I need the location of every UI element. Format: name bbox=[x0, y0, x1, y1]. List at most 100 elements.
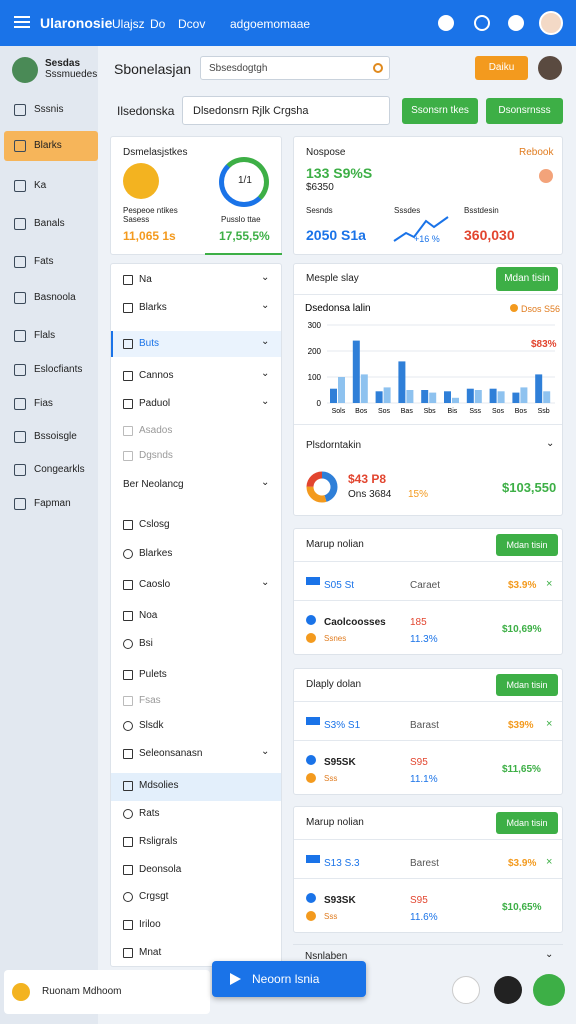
menu-icon bbox=[14, 180, 26, 192]
play-icon bbox=[230, 973, 241, 985]
header-button[interactable]: Daiku bbox=[475, 56, 528, 80]
list-item[interactable]: Fsas bbox=[139, 695, 161, 706]
donut-sub: Ons 3684 bbox=[348, 489, 392, 500]
avatar[interactable] bbox=[538, 56, 562, 80]
chevron[interactable]: ⌄ bbox=[261, 300, 270, 311]
avatar[interactable] bbox=[539, 11, 563, 35]
section-title: Plsdorntakin bbox=[306, 440, 362, 451]
fab[interactable] bbox=[494, 976, 522, 1004]
search[interactable]: Sbsesdogtgh bbox=[200, 56, 390, 80]
nav-link[interactable]: Ulajsz bbox=[112, 17, 145, 31]
ring-icon bbox=[219, 157, 269, 207]
panel-title: Marup nolian bbox=[306, 539, 364, 550]
cell: Sss bbox=[324, 912, 338, 921]
list-item[interactable]: Asados bbox=[139, 425, 173, 436]
panel-button[interactable]: Mdan tisin bbox=[496, 267, 558, 291]
nav-link[interactable]: Do bbox=[150, 17, 166, 31]
close[interactable]: × bbox=[546, 718, 553, 730]
menu-icon bbox=[14, 498, 26, 510]
list-item[interactable]: Mdsolies bbox=[139, 780, 179, 791]
menu-item[interactable]: Blarks bbox=[34, 140, 62, 151]
list-item[interactable]: Paduol bbox=[139, 398, 171, 409]
list-item[interactable]: Dgsnds bbox=[139, 450, 173, 461]
icon[interactable] bbox=[474, 15, 490, 31]
cell: Sss bbox=[324, 774, 338, 783]
menu-item[interactable]: Banals bbox=[34, 218, 65, 229]
list-item[interactable]: Noa bbox=[139, 610, 158, 621]
menu-item[interactable]: Flals bbox=[34, 330, 56, 341]
item-icon bbox=[123, 948, 133, 958]
menu-icon[interactable] bbox=[14, 16, 30, 18]
list-item[interactable]: Rats bbox=[139, 808, 160, 819]
link[interactable]: Rebook bbox=[519, 147, 554, 158]
list-item[interactable]: Rsligrals bbox=[139, 836, 178, 847]
donut-segment bbox=[306, 471, 338, 503]
chevron[interactable]: ⌄ bbox=[261, 272, 270, 283]
chevron[interactable]: ⌄ bbox=[261, 396, 270, 407]
icon[interactable] bbox=[438, 15, 454, 31]
list-item[interactable]: Seleonsanasn bbox=[139, 748, 203, 759]
panel-button[interactable]: Mdan tisin bbox=[496, 674, 558, 696]
fab[interactable] bbox=[533, 974, 565, 1006]
x-tick-label: Ssb bbox=[538, 408, 550, 415]
menu-item[interactable]: Eslocfiants bbox=[34, 364, 83, 375]
list-item[interactable]: Ber Neolancg bbox=[123, 479, 184, 490]
chevron[interactable]: ⌄ bbox=[261, 577, 270, 588]
menu-item[interactable]: Fats bbox=[34, 256, 54, 267]
chevron[interactable]: ⌄ bbox=[261, 368, 270, 379]
cta-button[interactable]: Neoorn lsnia bbox=[212, 961, 366, 997]
y-tick-label: 300 bbox=[308, 321, 322, 330]
badge: $83% bbox=[531, 339, 557, 350]
menu-item[interactable]: Basnoola bbox=[34, 292, 76, 303]
cell: Barast bbox=[410, 720, 439, 731]
menu-item[interactable]: Fapman bbox=[34, 498, 71, 509]
chevron[interactable]: ⌄ bbox=[261, 746, 270, 757]
chevron[interactable]: ⌄ bbox=[261, 477, 270, 488]
row-icon bbox=[306, 755, 316, 765]
sub-value: $6350 bbox=[306, 182, 334, 193]
nav-link[interactable]: Dcov bbox=[178, 17, 206, 31]
list-item[interactable]: Cannos bbox=[139, 370, 174, 381]
menu-item[interactable]: Fias bbox=[34, 398, 53, 409]
chevron[interactable]: ⌄ bbox=[545, 949, 554, 960]
list-item[interactable]: Cslosg bbox=[139, 519, 170, 530]
list-item[interactable]: Pulets bbox=[139, 669, 167, 680]
item-icon bbox=[123, 580, 133, 590]
list-item[interactable]: Crgsgt bbox=[139, 891, 169, 902]
close[interactable]: × bbox=[546, 856, 553, 868]
list-item[interactable]: Blarkes bbox=[139, 548, 173, 559]
chevron[interactable]: ⌄ bbox=[546, 438, 555, 449]
menu-item[interactable]: Sssnis bbox=[34, 104, 64, 115]
filter-input[interactable]: Dlsedonsrn Rjlk Crgsha bbox=[182, 96, 390, 125]
menu-item[interactable]: Bssoisgle bbox=[34, 431, 77, 442]
menu-item[interactable]: Congearkls bbox=[34, 464, 85, 475]
nav-link[interactable]: adgoemomaae bbox=[230, 17, 311, 31]
panel-button[interactable]: Mdan tisin bbox=[496, 534, 558, 556]
menu-item[interactable]: Ka bbox=[34, 180, 47, 191]
list-item[interactable]: Blarks bbox=[139, 302, 167, 313]
list-item[interactable]: Caoslo bbox=[139, 579, 171, 590]
bar bbox=[497, 391, 505, 403]
y-tick-label: 200 bbox=[308, 347, 322, 356]
item-icon bbox=[123, 611, 133, 621]
filter-button[interactable]: Dsonsrnsss bbox=[486, 98, 563, 124]
fab[interactable] bbox=[452, 976, 480, 1004]
chevron[interactable]: ⌄ bbox=[261, 336, 270, 347]
list-item[interactable]: Iriloo bbox=[139, 919, 161, 930]
close[interactable]: × bbox=[546, 578, 553, 590]
panel-button[interactable]: Mdan tisin bbox=[496, 812, 558, 834]
icon bbox=[123, 163, 159, 199]
list-item[interactable]: Na bbox=[139, 274, 152, 285]
brand: Ularonosie bbox=[40, 15, 113, 31]
icon[interactable] bbox=[508, 15, 524, 31]
filter-button[interactable]: Ssonsrn tkes bbox=[402, 98, 478, 124]
list-item[interactable]: Buts bbox=[139, 338, 160, 349]
list-item[interactable]: Mnat bbox=[139, 947, 162, 958]
list-item[interactable]: Slsdk bbox=[139, 720, 164, 731]
value: 11,065 1s bbox=[123, 229, 176, 243]
x-tick-label: Sos bbox=[492, 408, 505, 415]
item-icon bbox=[123, 399, 133, 409]
list-item[interactable]: Bsi bbox=[139, 638, 153, 649]
list-item[interactable]: Deonsola bbox=[139, 864, 182, 875]
divider bbox=[294, 878, 562, 879]
